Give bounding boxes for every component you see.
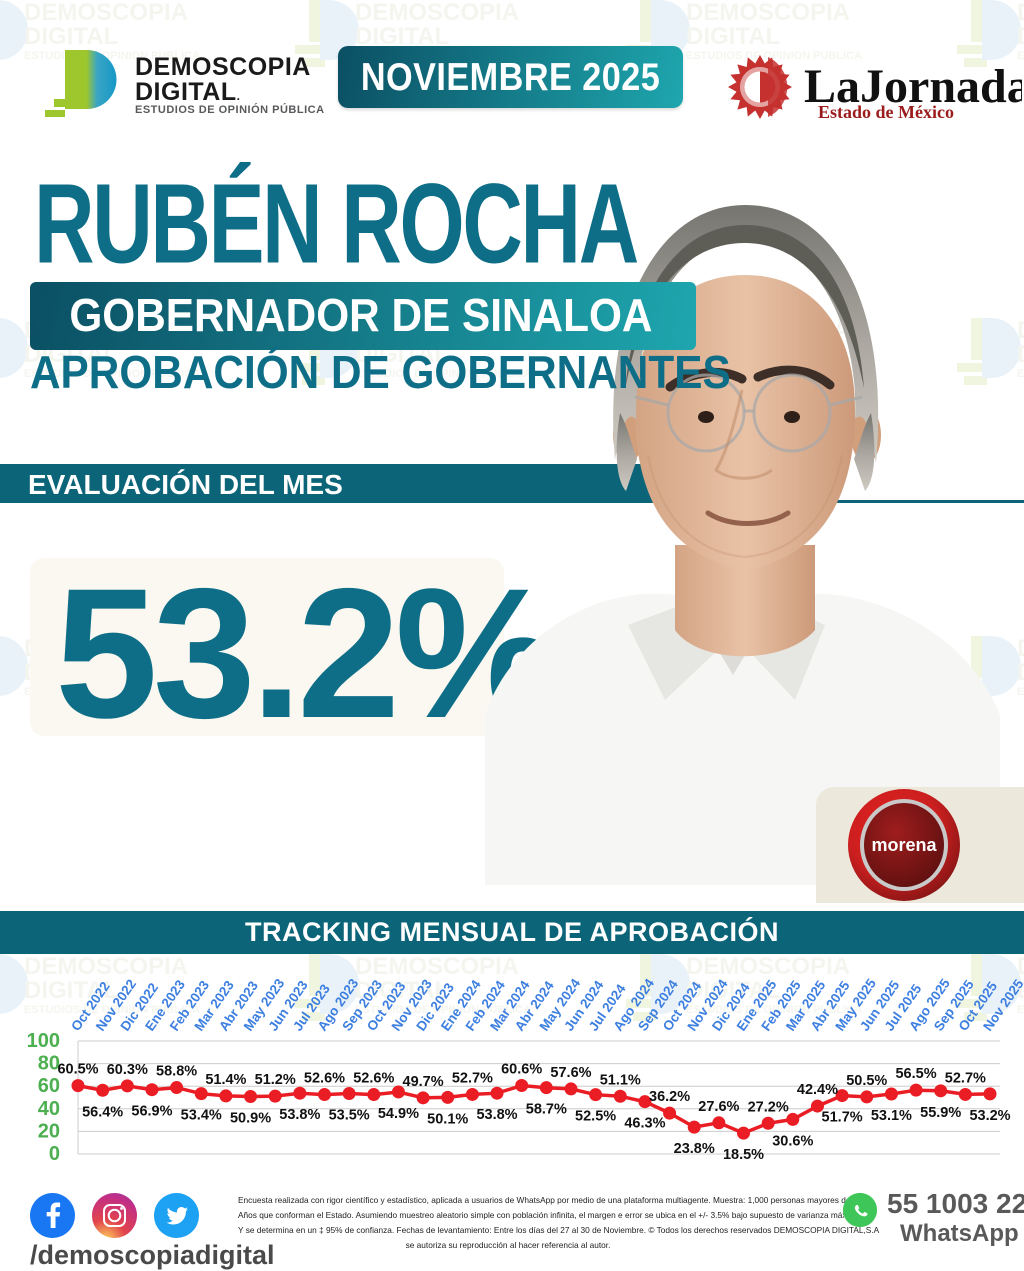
svg-text:27.6%: 27.6% — [698, 1099, 739, 1115]
svg-text:51.1%: 51.1% — [600, 1072, 641, 1088]
svg-text:52.5%: 52.5% — [575, 1109, 616, 1125]
svg-text:Estado de México: Estado de México — [818, 102, 954, 122]
svg-text:50.1%: 50.1% — [427, 1111, 468, 1127]
svg-text:53.1%: 53.1% — [871, 1108, 912, 1124]
svg-text:50.9%: 50.9% — [230, 1110, 271, 1126]
svg-text:51.4%: 51.4% — [205, 1072, 246, 1088]
svg-text:20: 20 — [38, 1120, 60, 1142]
svg-text:56.5%: 56.5% — [895, 1066, 936, 1082]
svg-text:53.8%: 53.8% — [476, 1107, 517, 1123]
svg-text:53.8%: 53.8% — [279, 1107, 320, 1123]
svg-text:60.3%: 60.3% — [107, 1062, 148, 1078]
svg-text:60: 60 — [38, 1075, 60, 1097]
svg-text:40: 40 — [38, 1098, 60, 1120]
svg-text:ESTUDIOS DE OPINIÓN PÚBLICA: ESTUDIOS DE OPINIÓN PÚBLICA — [135, 103, 325, 116]
svg-text:57.6%: 57.6% — [550, 1065, 591, 1081]
svg-text:52.7%: 52.7% — [452, 1070, 493, 1086]
svg-text:23.8%: 23.8% — [674, 1141, 715, 1157]
svg-text:58.7%: 58.7% — [526, 1102, 567, 1118]
svg-text:0: 0 — [49, 1143, 60, 1165]
svg-text:46.3%: 46.3% — [624, 1116, 665, 1132]
svg-text:30.6%: 30.6% — [772, 1133, 813, 1149]
svg-text:52.6%: 52.6% — [353, 1071, 394, 1087]
svg-text:DIGITAL.: DIGITAL. — [135, 78, 240, 106]
svg-text:49.7%: 49.7% — [403, 1074, 444, 1090]
svg-text:60.6%: 60.6% — [501, 1062, 542, 1078]
svg-text:60.5%: 60.5% — [57, 1062, 98, 1078]
svg-text:53.5%: 53.5% — [329, 1108, 370, 1124]
svg-text:52.6%: 52.6% — [304, 1071, 345, 1087]
svg-text:51.2%: 51.2% — [255, 1072, 296, 1088]
svg-text:36.2%: 36.2% — [649, 1089, 690, 1105]
svg-text:56.4%: 56.4% — [82, 1104, 123, 1120]
svg-text:18.5%: 18.5% — [723, 1147, 764, 1163]
svg-text:27.2%: 27.2% — [748, 1099, 789, 1115]
svg-text:EVALUACIÓN DEL MES: EVALUACIÓN DEL MES — [28, 469, 343, 500]
svg-text:53.4%: 53.4% — [181, 1108, 222, 1124]
svg-text:51.7%: 51.7% — [822, 1110, 863, 1126]
svg-text:DEMOSCOPIA: DEMOSCOPIA — [135, 53, 311, 81]
svg-text:42.4%: 42.4% — [797, 1082, 838, 1098]
svg-text:55.9%: 55.9% — [920, 1105, 961, 1121]
svg-text:53.2%: 53.2% — [969, 1108, 1010, 1124]
svg-text:56.9%: 56.9% — [131, 1104, 172, 1120]
svg-text:morena: morena — [871, 835, 937, 855]
svg-text:58.8%: 58.8% — [156, 1064, 197, 1080]
svg-text:100: 100 — [27, 1030, 60, 1052]
svg-text:54.9%: 54.9% — [378, 1106, 419, 1122]
svg-text:52.7%: 52.7% — [945, 1070, 986, 1086]
svg-text:50.5%: 50.5% — [846, 1073, 887, 1089]
